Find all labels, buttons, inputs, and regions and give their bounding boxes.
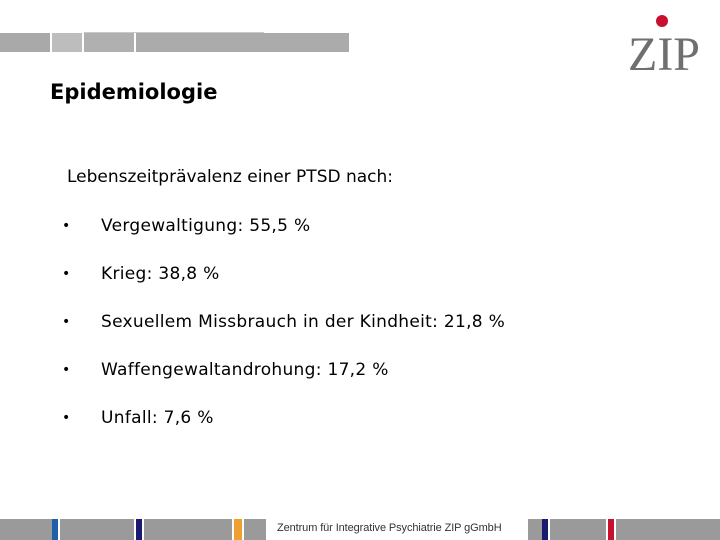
list-item-text: Krieg: 38,8 % <box>101 264 220 284</box>
header-thin-line <box>84 32 264 33</box>
header-bar-segment <box>136 33 349 52</box>
page-title: Epidemiologie <box>50 80 218 104</box>
bullet-icon: • <box>62 314 71 330</box>
footer-bar <box>0 519 720 540</box>
logo-text: ZIP <box>628 28 700 72</box>
footer-segment <box>144 519 232 540</box>
bullet-icon: • <box>62 410 71 426</box>
header-decoration-bars <box>0 32 350 52</box>
list-item-text: Unfall: 7,6 % <box>101 408 214 428</box>
footer-segment <box>60 519 134 540</box>
intro-text: Lebenszeitprävalenz einer PTSD nach: <box>67 167 394 187</box>
footer-segment <box>136 519 142 540</box>
list-item-text: Sexuellem Missbrauch in der Kindheit: 21… <box>101 312 506 332</box>
header-bar-segment <box>0 33 50 52</box>
footer-segment <box>244 519 266 540</box>
footer-segment <box>528 519 542 540</box>
footer-segment <box>0 519 52 540</box>
header-bar-segment <box>52 33 82 52</box>
bullet-icon: • <box>62 266 71 282</box>
footer-segment <box>234 519 242 540</box>
footer-segment <box>616 519 720 540</box>
list-item-text: Vergewaltigung: 55,5 % <box>101 216 311 236</box>
footer-segment <box>52 519 58 540</box>
list-item-text: Waffengewaltandrohung: 17,2 % <box>101 360 389 380</box>
bullet-icon: • <box>62 362 71 378</box>
logo-red-dot <box>656 15 668 27</box>
footer-text: Zentrum für Integrative Psychiatrie ZIP … <box>277 522 502 534</box>
zip-logo: ZIP <box>628 15 700 72</box>
footer-segment <box>542 519 548 540</box>
bullet-icon: • <box>62 218 71 234</box>
header-bar-segment <box>84 33 134 52</box>
footer-segment <box>608 519 614 540</box>
footer-segment <box>550 519 606 540</box>
